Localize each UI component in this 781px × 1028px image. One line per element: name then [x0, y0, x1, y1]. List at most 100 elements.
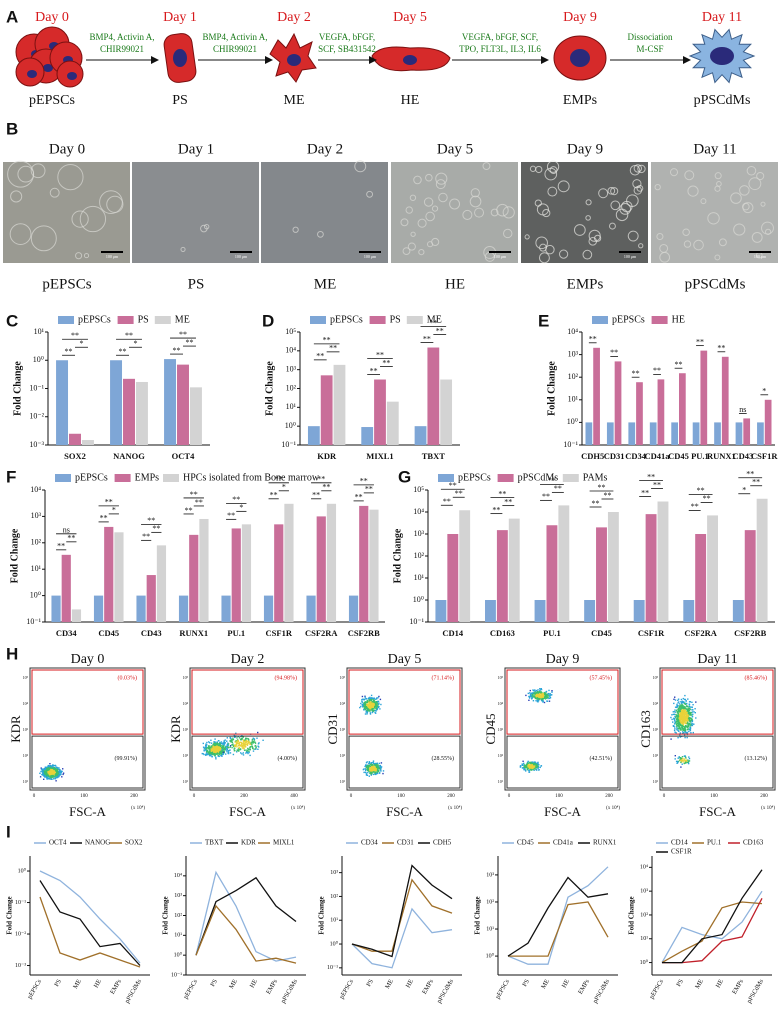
event-dot [540, 696, 543, 699]
event-dot [372, 705, 374, 707]
event-dot [242, 744, 245, 747]
line [661, 901, 763, 964]
event-dot [44, 768, 46, 771]
significance-label: ** [717, 344, 725, 353]
event-dot [525, 770, 527, 772]
bar [221, 595, 231, 622]
event-dot [528, 764, 530, 766]
event-dot [533, 762, 536, 765]
bar [649, 422, 657, 445]
event-dot [207, 750, 209, 753]
event-dot [679, 758, 681, 761]
event-dot [365, 764, 368, 766]
panel-letter: E [538, 311, 549, 330]
texture [607, 187, 616, 195]
legend-swatch [163, 474, 179, 482]
event-dot [365, 705, 367, 708]
event-dot [208, 753, 210, 755]
event-dot [684, 698, 687, 701]
legend-swatch [117, 316, 134, 324]
event-dot [235, 732, 237, 734]
event-dot [532, 692, 534, 694]
event-dot [218, 755, 220, 758]
event-dot [547, 695, 550, 697]
event-dot [208, 746, 210, 748]
flow-x-label: FSC-A [544, 804, 581, 819]
texture [417, 218, 427, 228]
event-dot [204, 746, 206, 749]
event-dot [535, 694, 538, 696]
significance-label: ** [329, 344, 337, 353]
event-dot [227, 744, 229, 746]
y-tick-label: 10¹ [414, 573, 425, 582]
event-dot [536, 691, 538, 693]
event-dot [215, 746, 218, 748]
event-dot [546, 693, 549, 695]
event-dot [236, 746, 238, 748]
event-dot [242, 745, 244, 747]
event-dot [677, 712, 680, 715]
event-dot [50, 772, 52, 774]
event-dot [549, 697, 552, 699]
nucleus [43, 64, 53, 72]
event-dot [62, 768, 64, 770]
significance-label: ** [147, 516, 155, 525]
x-tick-label: EMPs [265, 978, 279, 996]
flow-plot [346, 667, 463, 791]
y-axis-label: Fold Change [162, 896, 170, 934]
event-dot [681, 719, 684, 721]
flow-y-tick: 10⁵ [183, 675, 189, 680]
event-dot [221, 746, 224, 749]
bar [320, 375, 333, 445]
flow-y-tick: 10² [23, 753, 29, 758]
event-dot [372, 766, 374, 769]
event-dot [527, 760, 529, 763]
event-dot [361, 700, 363, 702]
event-dot [57, 774, 60, 776]
event-dot [378, 702, 380, 704]
flow-day: Day 11 [697, 652, 737, 667]
event-dot [214, 746, 217, 748]
flow-y-tick: 10¹ [340, 779, 346, 784]
flow-plot [189, 667, 306, 791]
event-dot [209, 750, 211, 752]
legend-swatch [592, 316, 608, 324]
event-dot [524, 769, 526, 771]
event-dot [367, 708, 370, 710]
event-dot [537, 766, 540, 768]
x-tick-label: ME [72, 978, 83, 990]
event-dot [687, 712, 689, 714]
event-dot [685, 761, 687, 763]
texture [83, 252, 90, 259]
event-dot [680, 698, 683, 701]
event-dot [546, 700, 548, 702]
significance-label: ** [436, 326, 444, 335]
event-dot [536, 697, 539, 699]
event-dot [221, 749, 223, 752]
event-dot [377, 766, 379, 768]
event-dot [681, 726, 683, 729]
lower-percent: (42.51%) [590, 755, 613, 762]
stage-name: pPSCdMs [694, 93, 751, 108]
event-dot [681, 715, 684, 717]
event-dot [255, 747, 257, 749]
event-dot [365, 711, 367, 713]
event-dot [41, 768, 44, 770]
texture [482, 162, 491, 170]
y-tick-label: 10⁰ [18, 867, 27, 874]
event-dot [222, 751, 225, 753]
texture [469, 195, 482, 208]
event-dot [248, 750, 250, 752]
bar [189, 534, 199, 622]
event-dot [378, 769, 380, 772]
event-dot [683, 755, 686, 757]
event-dot [236, 751, 238, 753]
event-dot [59, 774, 62, 776]
event-dot [530, 761, 532, 764]
event-dot [246, 737, 248, 740]
event-dot [254, 742, 257, 744]
event-dot [695, 717, 697, 719]
event-dot [44, 773, 46, 776]
texture [30, 163, 46, 179]
event-dot [51, 765, 53, 767]
